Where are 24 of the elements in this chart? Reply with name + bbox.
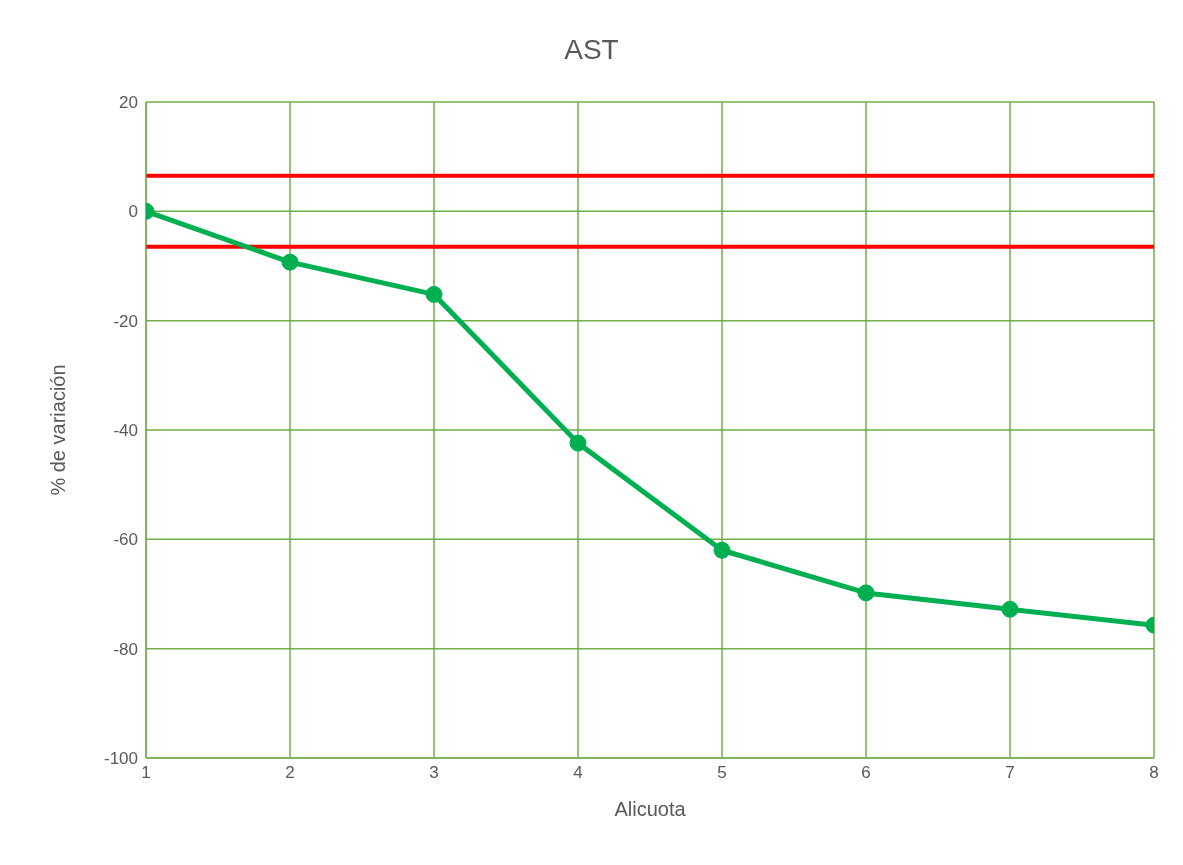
x-tick-label: 7 <box>1005 763 1015 783</box>
point <box>857 584 875 602</box>
point <box>1001 600 1019 618</box>
point <box>569 434 587 452</box>
x-axis-title: Alicuota <box>614 798 687 820</box>
y-tick-label: -60 <box>113 530 138 550</box>
x-tick-label: 5 <box>717 763 727 783</box>
x-tick-label: 2 <box>285 763 295 783</box>
y-tick-label: -20 <box>113 311 138 331</box>
x-tick-label: 6 <box>861 763 871 783</box>
x-tick-label: 3 <box>429 763 439 783</box>
chart-title: AST <box>563 34 620 66</box>
point <box>713 541 731 559</box>
y-tick-label: 20 <box>119 93 138 113</box>
x-tick-label: 4 <box>573 763 583 783</box>
x-tick-label: 1 <box>141 763 151 783</box>
y-tick-label: -100 <box>103 749 138 769</box>
point <box>425 285 443 303</box>
y-tick-label: -80 <box>113 639 138 659</box>
y-tick-label: 0 <box>128 202 138 222</box>
y-axis-title: % de variación <box>47 364 70 496</box>
point <box>281 253 299 271</box>
y-tick-label: -40 <box>113 421 138 441</box>
x-tick-label: 8 <box>1149 763 1159 783</box>
